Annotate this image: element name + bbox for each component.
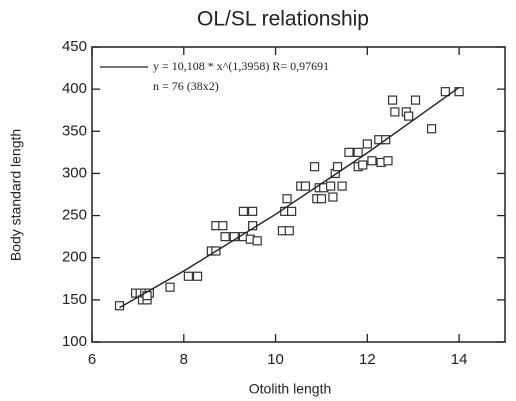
x-tick-label: 10 — [267, 351, 284, 368]
data-point — [300, 181, 310, 191]
data-point — [367, 156, 377, 166]
y-tick-label: 450 — [62, 38, 87, 55]
y-tick-label: 400 — [62, 80, 87, 97]
data-point — [358, 160, 368, 170]
y-tick-label: 350 — [62, 122, 87, 139]
y-tick-label: 100 — [62, 333, 87, 350]
data-point — [183, 271, 193, 281]
data-point — [287, 206, 297, 216]
x-tick-label: 6 — [88, 351, 96, 368]
y-axis-label: Body standard length — [8, 129, 24, 261]
data-point — [404, 111, 414, 121]
data-point — [316, 194, 327, 204]
data-point — [165, 282, 175, 292]
data-point — [440, 87, 450, 97]
y-tick-label: 200 — [62, 249, 87, 266]
data-point — [252, 236, 262, 246]
y-tick-label: 150 — [62, 291, 87, 308]
data-point — [248, 206, 258, 216]
data-point — [337, 181, 347, 191]
data-point — [362, 139, 372, 149]
data-point — [309, 162, 320, 172]
data-point — [344, 147, 354, 157]
annotation: n = 76 (38x2) — [153, 79, 219, 93]
data-point — [410, 95, 421, 105]
data-point — [218, 221, 228, 231]
data-point — [387, 95, 398, 105]
x-tick-label: 12 — [359, 351, 376, 368]
data-point — [238, 206, 249, 216]
y-tick-label: 250 — [62, 207, 87, 224]
data-point — [332, 162, 343, 172]
x-tick-label: 14 — [451, 351, 468, 368]
data-point — [220, 232, 230, 242]
y-tick-label: 300 — [62, 164, 87, 181]
chart-title: OL/SL relationship — [197, 8, 369, 31]
data-point — [326, 181, 336, 191]
x-axis-label: Otolith length — [249, 381, 332, 397]
data-point — [328, 192, 338, 202]
plot-frame — [91, 46, 506, 343]
fit-line — [119, 86, 460, 309]
data-point — [426, 124, 437, 134]
data-point — [383, 156, 393, 166]
data-point — [192, 271, 203, 281]
x-tick-label: 8 — [180, 351, 188, 368]
data-point — [390, 107, 400, 117]
legend-label: y = 10,108 * x^(1,3958) R= 0,97691 — [153, 59, 329, 73]
data-point — [282, 194, 292, 204]
data-point — [284, 226, 294, 236]
data-point — [353, 147, 363, 157]
